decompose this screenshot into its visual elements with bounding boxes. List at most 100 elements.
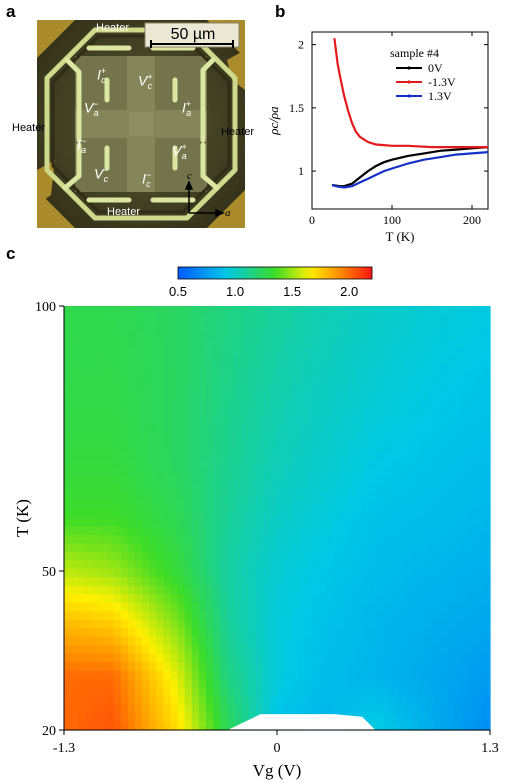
heatmap-cell (411, 424, 420, 434)
heatmap-cell (383, 543, 392, 553)
heatmap-cell (78, 619, 86, 629)
heatmap-cell (163, 611, 172, 621)
heatmap-cell (454, 416, 463, 426)
heatmap-cell (213, 348, 221, 358)
heatmap-cell (248, 611, 257, 621)
heatmap-cell (92, 424, 101, 434)
heatmap-cell (234, 560, 243, 570)
heatmap-cell (440, 382, 448, 392)
heatmap-cell (120, 373, 129, 383)
heatmap-cell (383, 645, 392, 655)
heatmap-cell (156, 382, 164, 392)
heatmap-cell (419, 696, 427, 706)
heatmap-cell (419, 399, 427, 409)
heatmap-cell (454, 365, 463, 375)
heatmap-cell (433, 484, 441, 494)
heatmap-cell (333, 382, 342, 392)
heatmap-cell (440, 509, 448, 519)
heatmap-cell (71, 433, 79, 443)
heatmap-cell (284, 501, 292, 511)
heatmap-cell (326, 577, 335, 587)
heatmap-cell (404, 390, 413, 400)
heatmap-cell (348, 424, 356, 434)
heatmap-cell (376, 704, 385, 714)
heatmap-cell (312, 467, 321, 477)
heatmap-cell (184, 704, 193, 714)
heatmap-cell (362, 339, 370, 349)
heatmap-cell (383, 619, 392, 629)
heatmap-cell (227, 365, 235, 375)
heatmap-cell (277, 653, 285, 663)
heatmap-cell (262, 399, 271, 409)
heatmap-cell (177, 636, 186, 646)
heatmap-cell (234, 441, 243, 451)
heatmap-cell (85, 484, 93, 494)
heatmap-cell (92, 713, 101, 723)
heatmap-cell (404, 441, 413, 451)
heatmap-cell (291, 382, 299, 392)
heatmap-cell (170, 382, 179, 392)
heatmap-cell (355, 518, 363, 528)
heatmap-cell (269, 509, 278, 519)
heatmap-cell (220, 653, 228, 663)
heatmap-cell (206, 390, 214, 400)
heatmap-cell (447, 373, 456, 383)
heatmap-cell (447, 339, 456, 349)
heatmap-cell (369, 551, 377, 561)
heatmap-cell (383, 602, 392, 612)
heatmap-cell (106, 424, 115, 434)
heatmap-cell (390, 721, 399, 731)
heatmap-cell (397, 339, 406, 349)
heatmap-cell (397, 450, 406, 460)
heatmap-cell (262, 467, 271, 477)
heatmap-cell (411, 534, 420, 545)
heatmap-cell (99, 568, 108, 578)
heatmap-cell (433, 331, 441, 341)
heatmap-cell (340, 653, 349, 663)
heatmap-cell (397, 365, 406, 375)
heatmap-cell (404, 645, 413, 655)
heatmap-cell (447, 501, 456, 511)
heatmap-cell (447, 475, 456, 485)
heatmap-cell (411, 433, 420, 443)
heatmap-cell (113, 628, 122, 638)
heatmap-cell (262, 602, 271, 612)
heatmap-cell (397, 475, 406, 485)
heatmap-cell (262, 619, 271, 629)
heatmap-cell (376, 551, 385, 561)
heatmap-cell (277, 441, 285, 451)
heatmap-cell (248, 518, 257, 528)
heatmap-cell (298, 619, 306, 629)
heatmap-cell (92, 467, 101, 477)
heatmap-cell (78, 611, 86, 621)
heatmap-cell (390, 560, 399, 570)
heatmap-cell (99, 356, 108, 366)
heatmap-cell (312, 509, 321, 519)
heatmap-cell (156, 484, 164, 494)
heatmap-cell (184, 314, 193, 324)
heatmap-cell (163, 602, 172, 612)
heatmap-cell (85, 356, 93, 366)
heatmap-cell (419, 382, 427, 392)
heatmap-cell (78, 526, 86, 536)
heatmap-cell (397, 611, 406, 621)
heatmap-cell (383, 314, 392, 324)
heatmap-cell (184, 365, 193, 375)
heatmap-cell (177, 467, 186, 477)
heatmap-cell (177, 433, 186, 443)
heatmap-cell (64, 670, 72, 680)
heatmap-cell (461, 501, 470, 511)
heatmap-cell (92, 306, 101, 316)
heatmap-cell (135, 450, 143, 460)
heatmap-cell (390, 679, 399, 689)
heatmap-cell (206, 518, 214, 528)
heatmap-cell (390, 424, 399, 434)
heatmap-cell (156, 628, 164, 638)
heatmap-cell (241, 568, 250, 578)
heatmap-cell (120, 382, 129, 392)
heatmap-cell (433, 619, 441, 629)
heatmap-cell (277, 501, 285, 511)
heatmap-cell (234, 662, 243, 672)
heatmap-cell (149, 518, 157, 528)
heatmap-cell (468, 560, 477, 570)
